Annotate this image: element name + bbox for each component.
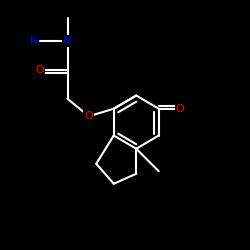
Text: O: O — [176, 104, 184, 114]
Text: O: O — [36, 65, 44, 75]
Text: N: N — [30, 36, 38, 46]
Text: O: O — [84, 111, 93, 121]
Text: N: N — [64, 36, 72, 46]
Text: N: N — [63, 36, 72, 46]
